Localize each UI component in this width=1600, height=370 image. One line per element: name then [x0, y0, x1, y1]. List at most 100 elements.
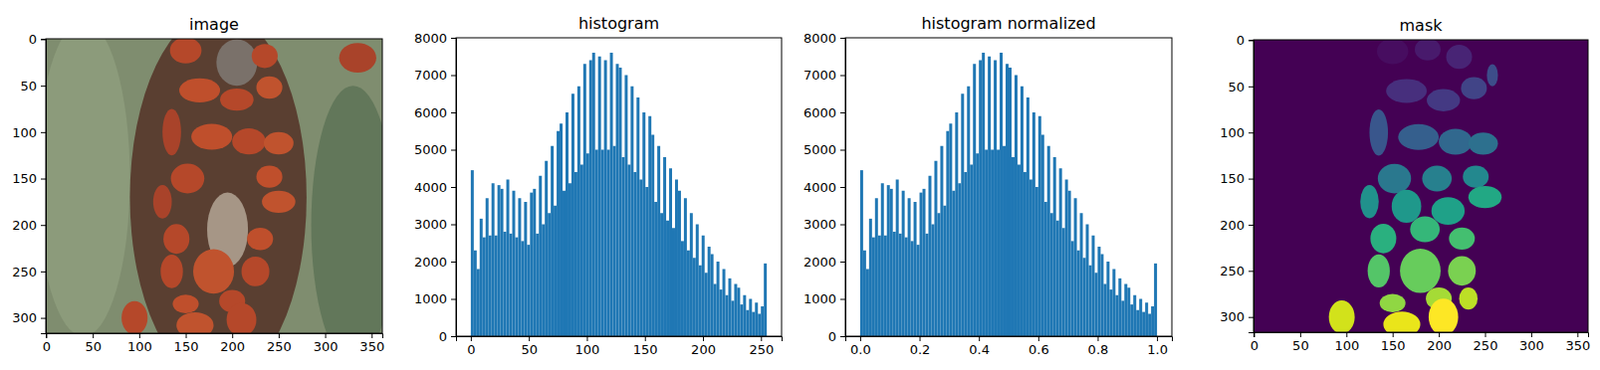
image-region [172, 294, 199, 314]
y-tick: 250 [1219, 263, 1254, 279]
histogram-bar [520, 240, 524, 337]
x-tick-label: 0.2 [910, 342, 931, 358]
histogram-bar [675, 180, 679, 338]
y-tick-mark [451, 150, 457, 152]
y-axis-line [1248, 40, 1255, 334]
histogram-bar [689, 213, 693, 337]
y-tick-mark [1248, 132, 1254, 134]
mask-object [1421, 166, 1452, 193]
histogram-bar [1127, 287, 1131, 337]
histogram-bar [1100, 254, 1104, 338]
x-tick: 0 [1250, 332, 1259, 354]
y-tick-label: 3000 [414, 217, 448, 232]
histogram-bar [529, 193, 533, 337]
image-region [227, 303, 257, 334]
histogram-bar [751, 312, 755, 337]
y-tick: 200 [1219, 218, 1254, 233]
histogram-bar [1080, 213, 1084, 337]
x-tick: 150 [633, 336, 659, 358]
image-region [220, 88, 254, 111]
histogram-bar [1150, 306, 1154, 337]
y-tick-mark [451, 225, 457, 227]
histogram-bar [866, 269, 870, 338]
y-tick: 7000 [803, 67, 846, 83]
x-tick: 0.6 [1028, 336, 1050, 358]
y-tick-mark [40, 179, 46, 181]
y-tick-label: 50 [19, 78, 37, 94]
image-region [191, 123, 232, 150]
panel-title: histogram normalized [920, 13, 1096, 33]
histogram-bar [742, 295, 746, 337]
y-axis: 010002000300040005000600070008000 [803, 30, 847, 345]
y-tick-label: 8000 [414, 30, 448, 46]
histogram-bar [485, 198, 489, 337]
histogram-bar [544, 161, 548, 337]
histogram-bar [633, 172, 637, 337]
x-tick: 0.2 [910, 336, 931, 358]
x-tick-mark [278, 333, 280, 339]
y-tick: 100 [11, 125, 46, 141]
x-axis: 050100150200250300350 [1250, 332, 1591, 354]
y-tick: 250 [11, 264, 46, 280]
y-tick-label: 300 [1219, 309, 1245, 325]
histogram-bar [954, 112, 958, 337]
histogram-bar [1153, 263, 1157, 337]
x-tick-mark [1300, 332, 1302, 338]
y-axis-line [451, 38, 458, 338]
x-tick-label: 300 [313, 339, 339, 355]
x-tick-label: 0.8 [1088, 342, 1110, 358]
histogram-bar [556, 131, 560, 337]
histogram-bar [1094, 272, 1098, 337]
y-tick-label: 7000 [414, 67, 448, 83]
histogram-bar [476, 269, 480, 338]
histogram-bar [627, 165, 631, 338]
image-region [241, 256, 270, 287]
histogram-bar [972, 63, 976, 337]
x-tick-mark [92, 333, 94, 339]
y-tick: 1000 [414, 291, 457, 307]
panel: 050100150200250300350050100150200250300m… [1219, 15, 1591, 354]
histogram-bar [716, 261, 720, 337]
y-tick-mark [451, 336, 457, 338]
y-tick-mark [1248, 317, 1254, 319]
x-tick-mark [1346, 332, 1348, 338]
x-tick: 50 [84, 333, 102, 355]
mask-object [1368, 254, 1390, 288]
histogram-bar [993, 60, 997, 338]
y-tick-mark [840, 37, 846, 39]
y-tick: 300 [11, 310, 46, 326]
histogram-bar [975, 153, 979, 337]
histogram-bar [488, 235, 492, 337]
y-tick-label: 200 [11, 218, 37, 233]
mask-object [1468, 186, 1502, 209]
histogram-bar [730, 300, 734, 337]
histogram-bar [598, 56, 602, 337]
histogram-bar [470, 170, 474, 337]
y-tick-label: 6000 [414, 105, 448, 121]
histogram-bar [1029, 180, 1033, 338]
histogram-bar [624, 75, 628, 338]
x-tick: 0 [42, 333, 51, 355]
histogram-bar [654, 202, 658, 337]
histogram-bar [684, 198, 687, 337]
image-region [263, 132, 294, 155]
histogram-bar [698, 265, 702, 337]
image-region [246, 228, 273, 250]
histogram-bar [568, 183, 572, 337]
y-tick: 50 [19, 78, 46, 94]
y-tick-label: 250 [11, 264, 37, 280]
histogram-bar [630, 86, 634, 337]
histogram-bar [899, 233, 903, 337]
x-tick-mark [231, 333, 233, 339]
y-tick-label: 100 [11, 125, 37, 141]
y-tick-label: 5000 [414, 142, 448, 158]
y-axis-line [40, 39, 47, 335]
histogram-bar [933, 161, 937, 337]
histogram-bar [491, 183, 495, 337]
y-tick-label: 200 [1219, 218, 1245, 233]
histogram-bar [526, 244, 530, 337]
x-tick-mark [139, 333, 141, 339]
histogram-bar [503, 231, 507, 337]
x-tick-mark [1485, 332, 1487, 338]
histogram-bar [996, 150, 1000, 338]
